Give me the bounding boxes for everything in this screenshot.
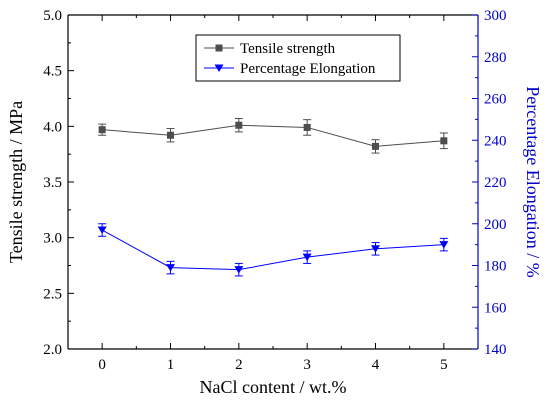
x-tick-label: 5 <box>440 357 448 373</box>
y-tick-label: 3.0 <box>43 231 62 247</box>
data-point <box>166 264 175 272</box>
legend-marker-elongation <box>214 64 224 72</box>
legend-box <box>195 34 401 82</box>
y-tick-label: 4.0 <box>43 119 62 135</box>
y2-tick-label: 140 <box>484 342 507 358</box>
data-point <box>234 266 244 274</box>
legend-marker-tensile <box>215 44 223 52</box>
y2-tick-label: 180 <box>484 259 507 275</box>
series-layer <box>97 118 449 277</box>
data-point <box>303 123 311 131</box>
y-tick-label: 2.0 <box>43 342 62 358</box>
x-tick-label: 2 <box>235 357 243 373</box>
x-axis-title: NaCl content / wt.% <box>200 377 347 397</box>
y2-tick-label: 280 <box>484 50 507 66</box>
y2-tick-label: 240 <box>484 133 507 149</box>
y-tick-label: 5.0 <box>43 8 62 24</box>
y2-axis-title: Percentage Elongation / % <box>523 86 543 277</box>
data-point <box>235 121 243 129</box>
y2-tick-label: 260 <box>484 92 507 108</box>
data-point <box>98 126 106 134</box>
x-tick-label: 4 <box>372 357 380 373</box>
data-point <box>439 241 449 249</box>
series-percentage-elongation <box>97 223 449 277</box>
series-tensile-strength <box>98 118 448 154</box>
x-tick-label: 3 <box>303 357 311 373</box>
data-point <box>440 137 448 145</box>
data-point <box>97 226 107 235</box>
legend-label-elongation: Percentage Elongation <box>240 61 376 77</box>
y-tick-label: 4.5 <box>43 64 62 80</box>
legend-label-tensile: Tensile strength <box>240 41 336 57</box>
y2-tick-label: 220 <box>484 175 507 191</box>
data-point <box>372 142 379 150</box>
legend: Tensile strength Percentage Elongation <box>195 34 401 82</box>
x-tick-label: 0 <box>98 357 106 373</box>
y2-tick-label: 300 <box>484 8 507 24</box>
x-tick-label: 1 <box>167 357 175 373</box>
axis-ticks: 0 1 2 3 4 5 2.0 2.5 3.0 3.5 4.0 4.5 5.0 140 160 180 200 2… <box>43 8 506 373</box>
y-tick-label: 3.5 <box>43 175 62 191</box>
y-axis-title: Tensile strength / MPa <box>6 101 26 263</box>
series-line <box>101 229 444 271</box>
y2-tick-label: 200 <box>484 217 507 233</box>
data-point <box>302 253 312 262</box>
y-tick-label: 2.5 <box>43 286 62 302</box>
series-line <box>102 124 444 147</box>
data-point <box>167 131 174 139</box>
data-point <box>371 245 380 253</box>
y2-tick-label: 160 <box>484 300 507 316</box>
